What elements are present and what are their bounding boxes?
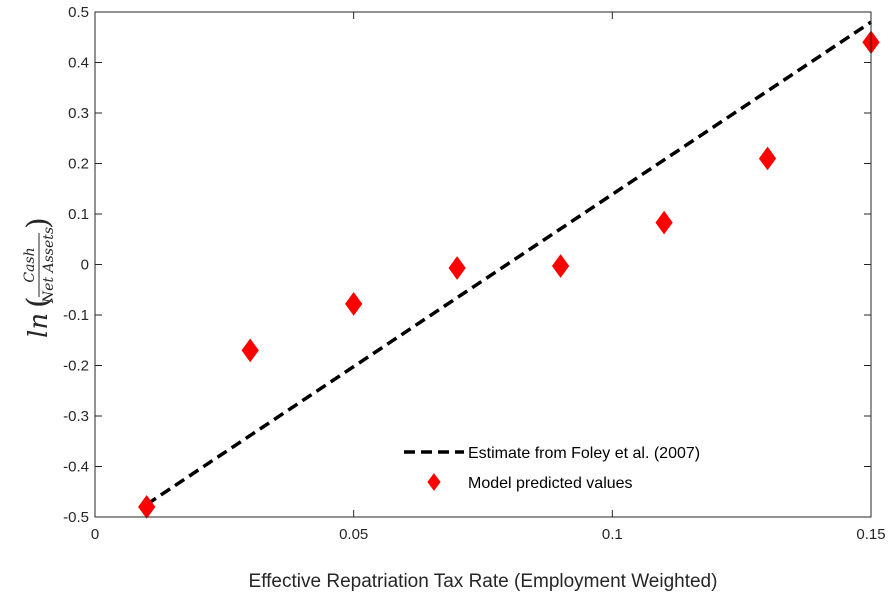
x-tick-label: 0.05	[339, 526, 368, 543]
legend-label: Model predicted values	[468, 475, 633, 492]
model-point	[758, 146, 777, 171]
plot-frame	[94, 11, 872, 518]
y-tick-label: 0.3	[68, 105, 89, 122]
plot-area	[95, 12, 871, 517]
y-axis-title-open-paren: (	[21, 296, 56, 308]
y-tick-label: -0.4	[63, 459, 89, 476]
model-point	[448, 256, 466, 280]
y-tick-label: 0.4	[68, 55, 89, 72]
y-axis-title: ln ( Cash Net Assets )	[21, 217, 57, 338]
y-axis-title-close-paren: )	[21, 217, 56, 229]
y-axis-title-denominator: Net Assets	[41, 227, 57, 304]
model-point	[241, 338, 259, 363]
legend: Estimate from Foley et al. (2007) Model p…	[404, 445, 700, 492]
y-tick-label: 0.1	[68, 206, 89, 223]
x-axis-title: Effective Repatriation Tax Rate (Employm…	[249, 571, 718, 592]
data-marks	[138, 20, 880, 519]
y-tick-label: -0.3	[63, 408, 89, 425]
y-tick-label: 0.5	[68, 4, 89, 21]
x-tick-label: 0.15	[856, 526, 885, 543]
axes: 0 0.05 0.1 0.15 -0.5 -0.4 -0.3 -0.2 -0.1 0 0.1 0.2 0…	[63, 4, 885, 543]
y-tick-label: -0.1	[63, 307, 89, 324]
model-point	[345, 292, 363, 316]
x-tick-label: 0.1	[602, 526, 623, 543]
y-tick-label: -0.2	[63, 358, 89, 375]
y-tick-label: 0.2	[68, 156, 89, 173]
estimate-line	[145, 20, 872, 506]
legend-diamond-swatch	[427, 473, 441, 491]
model-point	[138, 495, 156, 519]
y-axis-title-prefix: ln	[24, 313, 54, 338]
model-point	[655, 210, 673, 235]
x-tick-label: 0	[91, 526, 99, 543]
legend-label: Estimate from Foley et al. (2007)	[468, 445, 700, 462]
model-point	[551, 254, 570, 278]
y-tick-label: -0.5	[63, 509, 89, 526]
y-tick-label: 0	[81, 257, 89, 274]
y-axis-title-numerator: Cash	[22, 247, 38, 282]
